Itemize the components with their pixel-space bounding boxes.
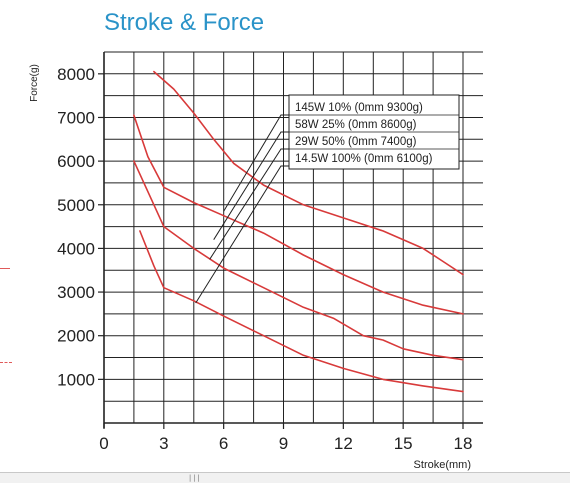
series-line-2 bbox=[133, 114, 464, 315]
y-tick-label: 6000 bbox=[57, 152, 95, 171]
y-tick-label: 7000 bbox=[57, 108, 95, 127]
x-tick-label: 15 bbox=[394, 434, 413, 453]
y-tick-label: 2000 bbox=[57, 327, 95, 346]
legend-pointers bbox=[195, 114, 289, 304]
axes bbox=[98, 52, 483, 429]
legend-pointer-line bbox=[213, 131, 289, 240]
legend-pointer-line bbox=[209, 148, 289, 260]
series-line-1 bbox=[153, 70, 464, 276]
y-tick-label: 8000 bbox=[57, 65, 95, 84]
series-lines bbox=[133, 70, 464, 393]
scrollbar-grip-icon[interactable]: ||| bbox=[188, 474, 201, 482]
legend-entry: 145W 10% (0mm 9300g) bbox=[295, 102, 423, 114]
x-tick-label: 18 bbox=[454, 434, 473, 453]
y-tick-label: 5000 bbox=[57, 196, 95, 215]
x-tick-label: 9 bbox=[279, 434, 288, 453]
x-axis-label: Stroke(mm) bbox=[414, 459, 471, 471]
chart-title: Stroke & Force bbox=[104, 9, 264, 36]
horizontal-scrollbar[interactable]: ||| bbox=[0, 472, 570, 483]
y-tick-label: 3000 bbox=[57, 283, 95, 302]
legend-pointer-line bbox=[195, 165, 289, 304]
tick-labels: 1000 2000 3000 4000 5000 6000 7000 8000 0 3 6 9 12 15… bbox=[57, 65, 472, 453]
legend-entry: 14.5W 100% (0mm 6100g) bbox=[295, 153, 433, 165]
legend-entry: 29W 50% (0mm 7400g) bbox=[295, 136, 417, 148]
legend-pointer-line bbox=[223, 114, 289, 212]
legend-entry: 58W 25% (0mm 8600g) bbox=[295, 119, 417, 131]
x-tick-label: 6 bbox=[219, 434, 228, 453]
x-tick-label: 0 bbox=[99, 434, 108, 453]
series-line-4 bbox=[139, 230, 464, 393]
y-tick-label: 4000 bbox=[57, 239, 95, 258]
y-axis-label: Force(g) bbox=[29, 64, 40, 102]
edge-mark bbox=[0, 268, 10, 269]
x-tick-label: 3 bbox=[159, 434, 168, 453]
x-tick-label: 12 bbox=[334, 434, 353, 453]
y-tick-label: 1000 bbox=[57, 370, 95, 389]
series-line-3 bbox=[133, 160, 464, 361]
edge-mark bbox=[0, 362, 12, 363]
legend: 145W 10% (0mm 9300g) 58W 25% (0mm 8600g) 2… bbox=[288, 94, 460, 170]
